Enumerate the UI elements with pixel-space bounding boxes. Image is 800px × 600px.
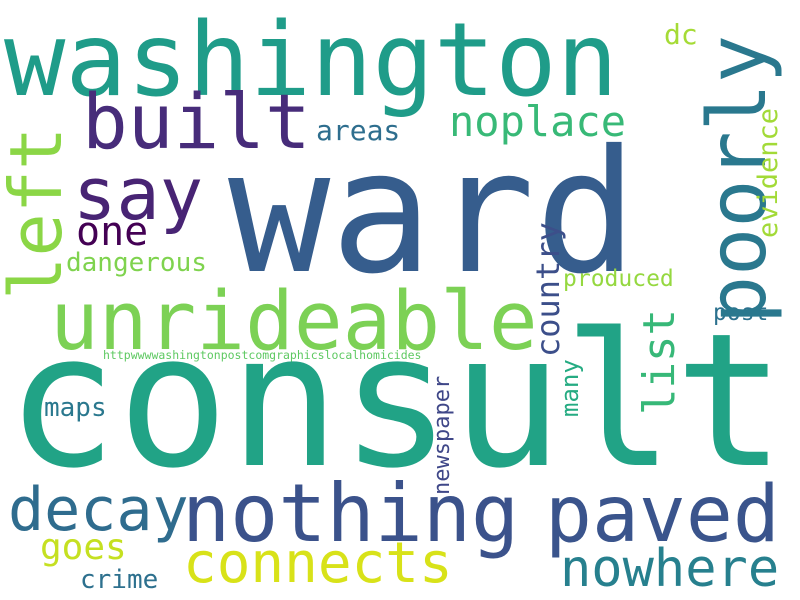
word-say: say — [73, 152, 204, 236]
word-evidence: evidence — [753, 107, 784, 238]
word-many: many — [556, 359, 584, 417]
word-produced: produced — [563, 266, 674, 292]
word-areas: areas — [316, 114, 401, 147]
word-noplace: noplace — [449, 97, 627, 146]
word-newspaper: newspaper — [430, 375, 455, 495]
word-washington: washington — [4, 1, 619, 120]
word-dc: dc — [664, 18, 698, 51]
word-crime: crime — [80, 565, 159, 595]
word-consult: consult — [6, 293, 786, 509]
word-goes: goes — [40, 527, 127, 568]
word-nothing: nothing — [182, 467, 520, 560]
word-paved: paved — [545, 470, 780, 560]
word-dangerous: dangerous — [66, 248, 207, 278]
word-built: built — [82, 77, 311, 166]
word-httpwwwwashingtonpostcomgraphicslocalhomicides: httpwwwwashingtonpostcomgraphicslocalhom… — [103, 348, 422, 362]
word-connects: connects — [183, 531, 453, 596]
word-list: list — [634, 309, 685, 415]
word-ward: ward — [228, 114, 638, 312]
word-decay: decay — [8, 475, 189, 545]
word-left: left — [0, 126, 78, 300]
word-unrideable: unrideable — [50, 275, 538, 369]
word-one: one — [76, 209, 149, 255]
word-maps: maps — [44, 393, 107, 423]
word-nowhere: nowhere — [560, 539, 780, 599]
word-country: country — [529, 222, 567, 357]
word-post: post — [713, 300, 769, 326]
